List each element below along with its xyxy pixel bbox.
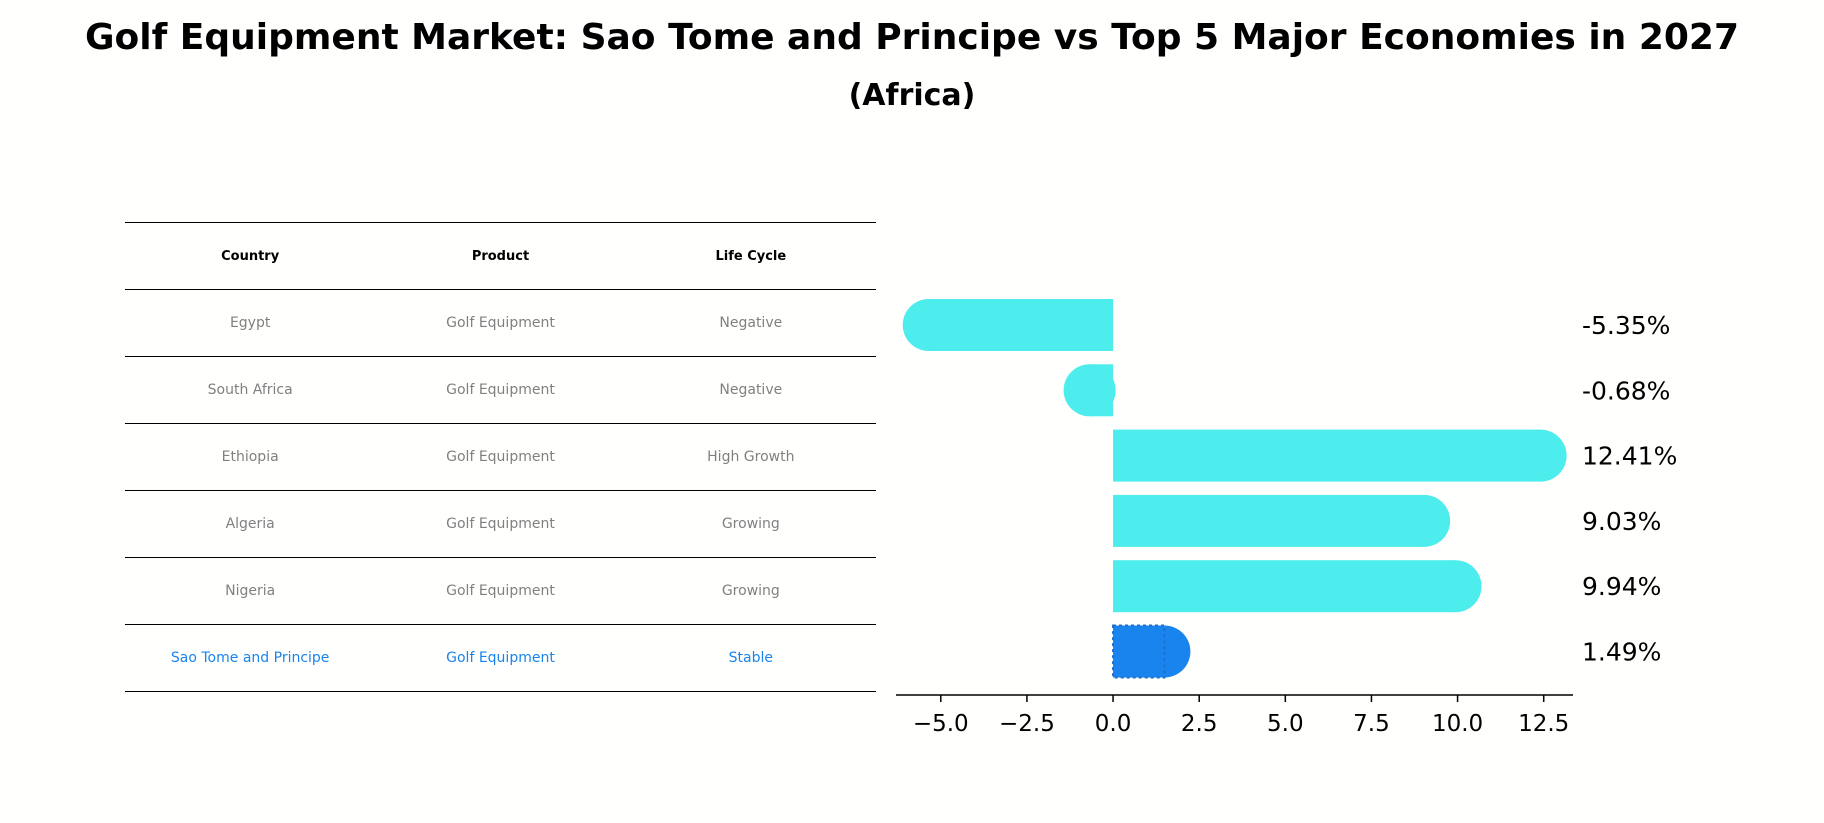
life-cycle-cell: Growing [721, 583, 780, 599]
country-cell: Sao Tome and Principe [170, 650, 330, 666]
bar-cap [1429, 560, 1482, 613]
x-tick-label: 12.5 [1518, 711, 1569, 737]
table-row: Egypt Golf Equipment Negative [125, 290, 876, 357]
table-header-row: Country Product Life Cycle [125, 222, 876, 290]
value-label: 1.49% [1582, 638, 1661, 667]
x-tick-label: −5.0 [913, 711, 969, 737]
bar [1113, 429, 1541, 482]
country-cell: Ethiopia [221, 449, 279, 465]
bar-cap [902, 299, 955, 351]
bar-cap [1514, 429, 1567, 482]
table-row: Algeria Golf Equipment Growing [125, 491, 876, 558]
product-cell: Golf Equipment [446, 382, 555, 398]
chart-subtitle: (Africa) [848, 78, 976, 113]
table-row: Nigeria Golf Equipment Growing [125, 558, 876, 625]
life-cycle-cell: Growing [721, 516, 780, 532]
life-cycle-cell: Stable [728, 650, 773, 666]
x-tick-label: 7.5 [1353, 711, 1390, 737]
life-cycle-cell: Negative [719, 382, 783, 398]
value-label: 9.03% [1582, 507, 1661, 536]
bar-cap [1138, 625, 1191, 678]
x-tick-label: 0.0 [1095, 711, 1132, 737]
bar-outline [1112, 624, 1166, 679]
country-cell: South Africa [207, 382, 293, 398]
table-row: Ethiopia Golf Equipment High Growth [125, 424, 876, 491]
bar-cap [1063, 364, 1116, 417]
product-cell: Golf Equipment [446, 583, 555, 599]
data-table: Country Product Life Cycle Egypt Golf Eq… [125, 222, 876, 692]
product-cell: Golf Equipment [446, 449, 555, 465]
table-row: South Africa Golf Equipment Negative [125, 357, 876, 424]
value-label: -5.35% [1582, 311, 1670, 340]
product-cell: Golf Equipment [446, 650, 555, 666]
value-label: 9.94% [1582, 572, 1661, 601]
bar [1113, 494, 1425, 547]
country-cell: Nigeria [225, 583, 276, 599]
country-cell: Egypt [229, 315, 271, 331]
bar [1113, 560, 1456, 613]
product-cell: Golf Equipment [446, 315, 555, 331]
x-tick-label: 10.0 [1432, 711, 1483, 737]
life-cycle-cell: High Growth [707, 449, 795, 465]
bar-cap [1398, 494, 1451, 547]
x-tick-label: 5.0 [1267, 711, 1304, 737]
header-product: Product [471, 248, 530, 264]
country-cell: Algeria [225, 516, 275, 532]
header-country: Country [221, 248, 280, 264]
bar [928, 299, 1114, 351]
x-tick-label: 2.5 [1181, 711, 1218, 737]
life-cycle-cell: Negative [719, 315, 783, 331]
table-row-highlighted: Sao Tome and Principe Golf Equipment Sta… [125, 625, 876, 692]
product-cell: Golf Equipment [446, 516, 555, 532]
chart-title: Golf Equipment Market: Sao Tome and Prin… [84, 17, 1740, 58]
value-label: -0.68% [1582, 376, 1670, 405]
header-life-cycle: Life Cycle [715, 248, 787, 264]
x-tick-label: −2.5 [999, 711, 1055, 737]
value-label: 12.41% [1582, 442, 1677, 471]
